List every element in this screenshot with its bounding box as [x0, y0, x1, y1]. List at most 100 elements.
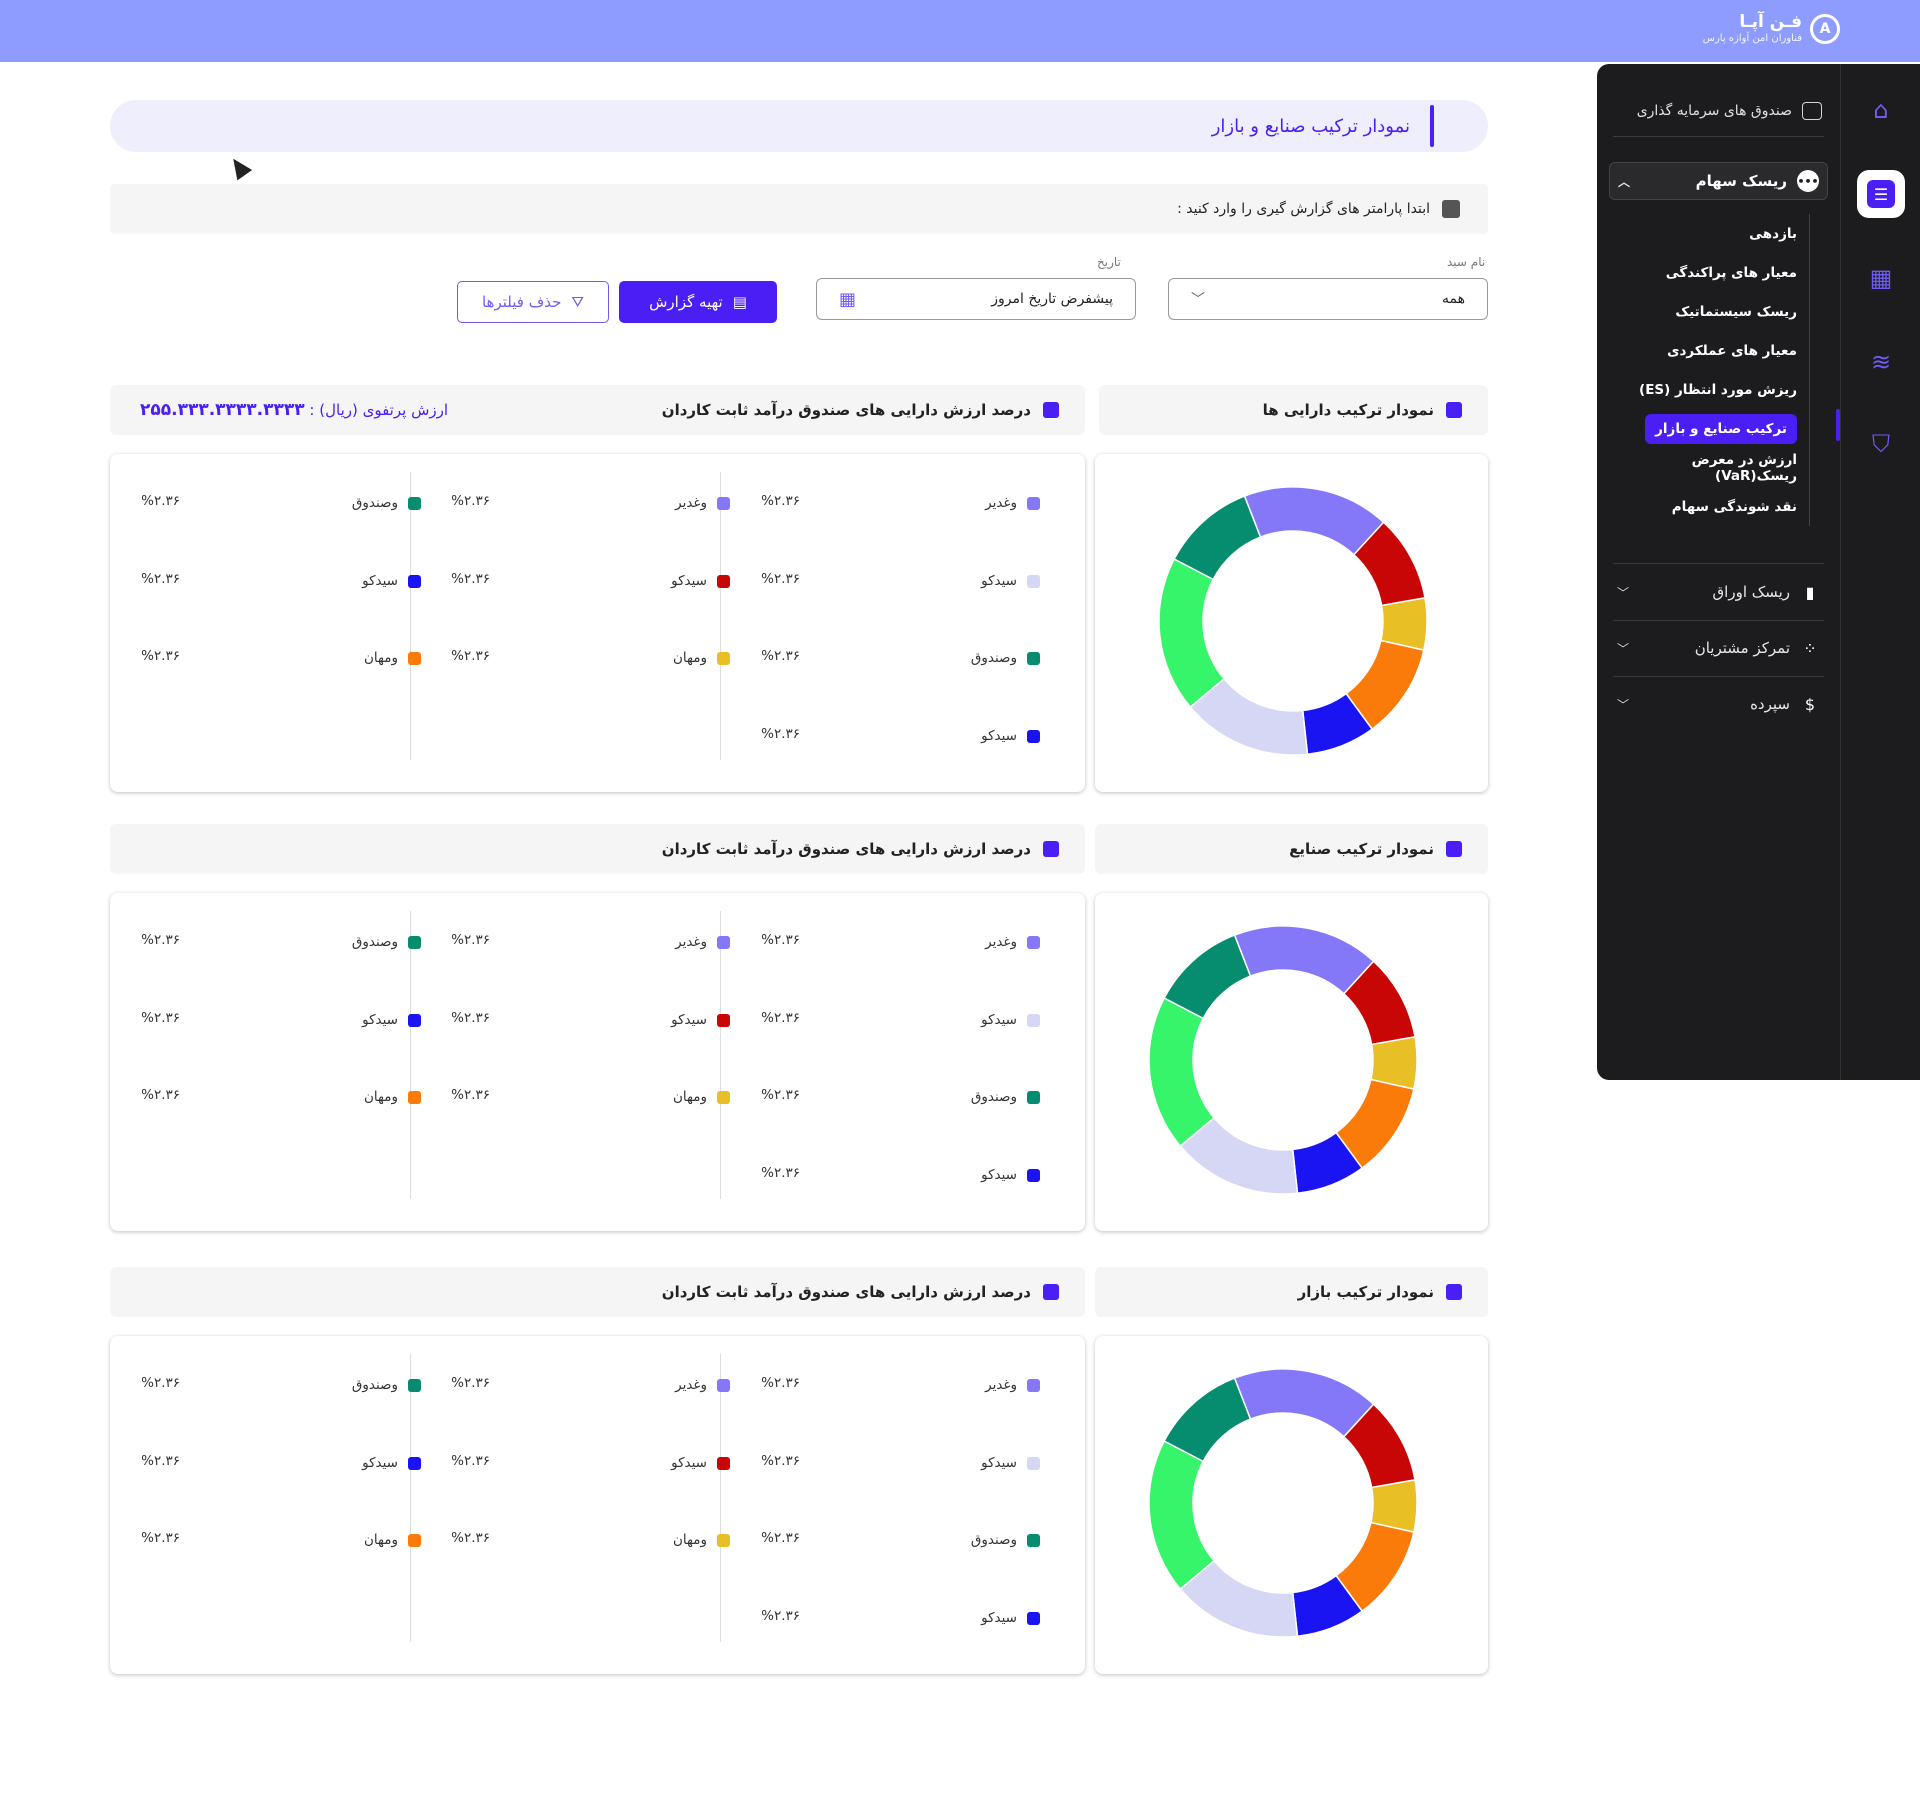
layers-icon[interactable]: ≋: [1870, 348, 1892, 376]
sidebar-header-label: صندوق های سرمایه گذاری: [1636, 103, 1792, 119]
legend-item: وغدیر: [675, 493, 730, 513]
legend-value: %۲.۳۶: [141, 1010, 180, 1026]
title-accent: [1430, 105, 1434, 147]
legend-divider: [720, 1354, 721, 1642]
generate-report-button[interactable]: ▤ تهیه گزارش: [619, 281, 777, 323]
sidebar-item-systematic-risk[interactable]: ریسک سیستماتیک: [1675, 303, 1797, 320]
divider: [1613, 676, 1824, 677]
legend-swatch: [717, 574, 730, 588]
sidebar-item-returns[interactable]: بازدهی: [1749, 225, 1797, 242]
sidebar: صندوق های سرمایه گذاری ••• ریسک سهام ︿ ب…: [1597, 64, 1840, 1080]
donut-slice[interactable]: [1148, 997, 1216, 1148]
legend-name: ومهان: [672, 650, 707, 666]
icon-rail: ⌂ ☰ ▦ ≋ ⛉: [1840, 64, 1920, 1080]
legend-item: ومهان: [673, 648, 730, 668]
legend-swatch: [1027, 1611, 1040, 1625]
legend-divider: [720, 911, 721, 1199]
legend-name: ومهان: [363, 650, 398, 666]
donut-slice[interactable]: [1163, 934, 1252, 1020]
sidebar-group-customers[interactable]: ⁘ تمرکز مشتریان ﹀: [1617, 628, 1820, 668]
legend-swatch: [408, 1013, 421, 1027]
clear-filters-button[interactable]: ⛛ حذف فیلترها: [457, 281, 609, 323]
sidebar-item-liquidity[interactable]: نقد شوندگی سهام: [1671, 498, 1797, 515]
legend-value: %۲.۳۶: [451, 1010, 490, 1026]
filter-remove-icon: ⛛: [571, 293, 585, 311]
legend-name: وصندوق: [970, 1089, 1017, 1105]
sidebar-group-stock-risk[interactable]: ••• ریسک سهام ︿: [1609, 162, 1828, 200]
section-marker: [1043, 402, 1059, 418]
legend-value: %۲.۳۶: [761, 648, 800, 664]
legend-value: %۲.۳۶: [761, 571, 800, 587]
legend-swatch: [1027, 935, 1040, 949]
legend-swatch: [717, 1090, 730, 1104]
legend-item: وصندوق: [971, 1530, 1040, 1550]
legend-item: سیدکو: [981, 726, 1040, 746]
legend-name: سیدکو: [362, 1455, 398, 1471]
app-logo[interactable]: A فـن آپـا فناوران امن آوازه پارس: [1703, 12, 1840, 46]
legend-item: وغدیر: [675, 932, 730, 952]
donut-slice[interactable]: [1148, 1440, 1216, 1591]
legend-value: %۲.۳۶: [761, 1165, 800, 1181]
legend-card: وغدیر %۲.۳۶ سیدکو %۲.۳۶ وصندوق %۲.۳۶ سیدکو %۲.۳…: [110, 893, 1085, 1231]
date-input[interactable]: پیشفرض تاریخ امروز ▦: [816, 278, 1136, 320]
legend-item: وصندوق: [971, 1087, 1040, 1107]
legend-swatch: [717, 935, 730, 949]
page-title-bar: نمودار ترکیب صنایع و بازار: [110, 100, 1488, 152]
basket-select[interactable]: همه ﹀: [1168, 278, 1488, 320]
sidebar-header[interactable]: صندوق های سرمایه گذاری: [1637, 102, 1822, 120]
divider: [1613, 620, 1824, 621]
legend-value: %۲.۳۶: [141, 571, 180, 587]
legend-item: سیدکو: [981, 571, 1040, 591]
legend-item: ومهان: [673, 1530, 730, 1550]
legend-value: %۲.۳۶: [761, 1087, 800, 1103]
donut-chart: [1148, 1368, 1418, 1638]
legend-swatch: [408, 1090, 421, 1104]
legend-item: وغدیر: [985, 932, 1040, 952]
donut-slice[interactable]: [1163, 1377, 1252, 1463]
legend-value: %۲.۳۶: [141, 1087, 180, 1103]
legend-value: %۲.۳۶: [451, 1453, 490, 1469]
legend-value: %۲.۳۶: [451, 1530, 490, 1546]
sidebar-item-industry-market[interactable]: ترکیب صنایع و بازار: [1610, 409, 1809, 448]
legend-value: %۲.۳۶: [761, 726, 800, 742]
sidebar-item-performance[interactable]: معیار های عملکردی: [1667, 342, 1797, 359]
rail-item-funds[interactable]: ☰: [1857, 170, 1905, 218]
page-title: نمودار ترکیب صنایع و بازار: [1211, 115, 1410, 137]
donut-chart: [1148, 925, 1418, 1195]
legend-value: %۲.۳۶: [141, 648, 180, 664]
legend-value: %۲.۳۶: [761, 1375, 800, 1391]
legend-item: سیدکو: [671, 1010, 730, 1030]
sidebar-item-dispersion[interactable]: معیار های پراکندگی: [1665, 264, 1797, 281]
legend-value: %۲.۳۶: [761, 1530, 800, 1546]
active-indicator: [1836, 409, 1840, 441]
donut-slice[interactable]: [1173, 495, 1262, 581]
legend-value: %۲.۳۶: [761, 1608, 800, 1624]
legend-item: وغدیر: [675, 1375, 730, 1395]
home-icon[interactable]: ⌂: [1873, 96, 1889, 124]
generate-report-label: تهیه گزارش: [649, 293, 723, 311]
legend-name: وغدیر: [985, 495, 1017, 511]
sidebar-item-es[interactable]: ریزش مورد انتظار (ES): [1639, 381, 1797, 398]
legend-swatch: [717, 1378, 730, 1392]
legend-value: %۲.۳۶: [761, 1453, 800, 1469]
chevron-up-icon: ︿: [1618, 174, 1631, 189]
donut-chart-card: [1095, 893, 1488, 1231]
chart-section-header: نمودار ترکیب صنایع: [1095, 824, 1488, 874]
sidebar-group-deposit[interactable]: $ سپرده ﹀: [1617, 684, 1820, 724]
sidebar-item-var[interactable]: ارزش در معرض ریسک(VaR): [1691, 451, 1797, 484]
legend-value: %۲.۳۶: [141, 932, 180, 948]
chart-bars-icon[interactable]: ▦: [1869, 264, 1893, 292]
legend-name: سیدکو: [362, 573, 398, 589]
basket-label: نام سبد: [1447, 255, 1486, 269]
legend-name: وصندوق: [351, 1377, 398, 1393]
shield-user-icon[interactable]: ⛉: [1872, 430, 1890, 458]
legend-item: وصندوق: [352, 493, 421, 513]
portfolio-value: ارزش پرتفوی (ریال) : ۲۵۵.۳۳۳.۳۳۳۳.۳۳۳۳: [140, 400, 448, 420]
legend-name: وغدیر: [675, 1377, 707, 1393]
legend-name: سیدکو: [981, 1455, 1017, 1471]
donut-slice[interactable]: [1158, 558, 1226, 709]
legend-name: وغدیر: [985, 1377, 1017, 1393]
legend-swatch: [717, 651, 730, 665]
sidebar-group-bonds[interactable]: ▮ ریسک اوراق ﹀: [1617, 572, 1820, 612]
legend-item: سیدکو: [362, 571, 421, 591]
